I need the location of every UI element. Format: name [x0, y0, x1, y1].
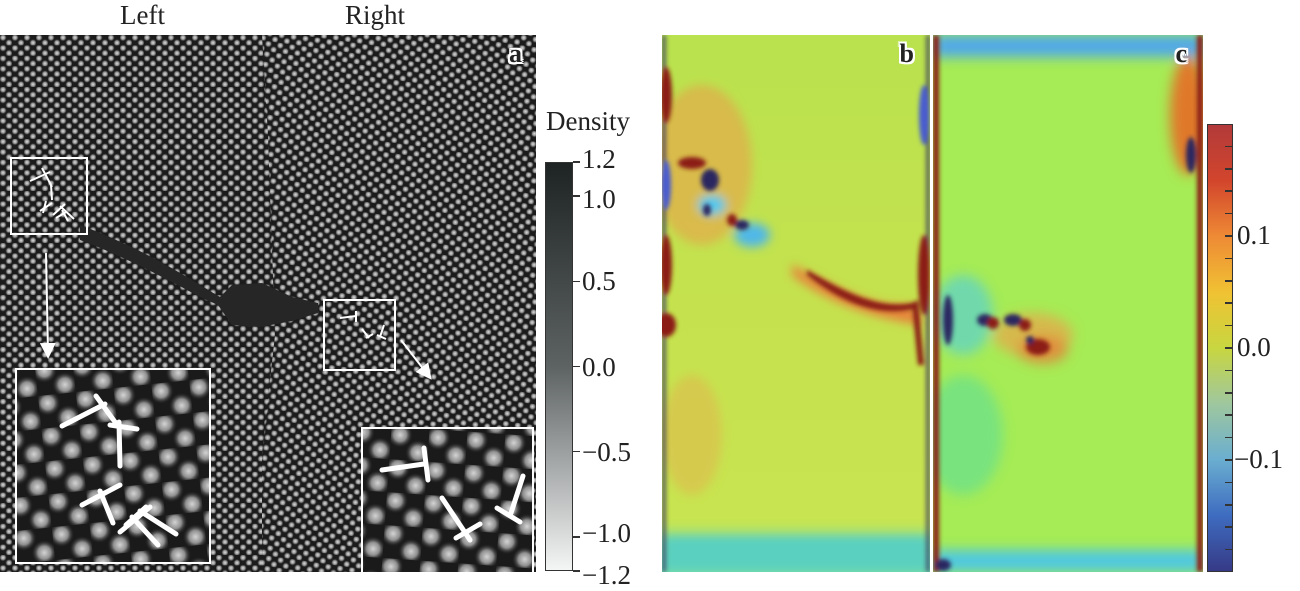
field-minor-tick	[1225, 504, 1233, 506]
density-tick-mark	[573, 280, 580, 283]
density-tick-label: −1.2	[582, 560, 631, 590]
field-colorbar-ticks: 0.1 0.0 −0.1	[1225, 124, 1300, 572]
field-minor-tick	[1225, 168, 1233, 170]
field-minor-tick	[1225, 481, 1233, 484]
density-tick-mark	[573, 195, 580, 197]
field-tick-label: 0.1	[1237, 220, 1271, 250]
field-c-image	[933, 35, 1203, 572]
field-minor-tick	[1225, 392, 1233, 394]
density-tick-label: 1.0	[582, 184, 616, 215]
field-minor-tick	[1225, 369, 1233, 372]
field-tick-label: −0.1	[1234, 444, 1283, 474]
density-tick-mark	[573, 570, 580, 572]
column-label-left: Left	[120, 0, 165, 30]
density-tick-label: 0.5	[582, 266, 616, 297]
panel-label-a: a	[509, 39, 522, 68]
field-minor-tick	[1225, 347, 1233, 349]
density-colorbar-title: Density	[546, 106, 630, 136]
field-tick-label: 0.0	[1237, 332, 1271, 362]
column-label-right: Right	[345, 0, 406, 30]
panel-a-density-field: a	[0, 35, 536, 572]
field-minor-tick	[1225, 548, 1233, 551]
small-dislocations-left	[29, 167, 75, 222]
panel-label-c: c	[1175, 39, 1187, 68]
density-tick-mark	[573, 450, 580, 453]
arrow-right-inset	[400, 339, 432, 380]
field-minor-tick	[1225, 526, 1233, 528]
field-minor-tick	[1225, 212, 1233, 215]
right-inset	[361, 427, 534, 572]
density-tick-label: 0.0	[582, 351, 616, 382]
field-minor-tick	[1225, 145, 1233, 148]
field-minor-tick	[1225, 257, 1233, 260]
density-tick-mark	[573, 536, 580, 538]
right-selection-box	[323, 299, 396, 371]
field-minor-tick	[1225, 459, 1233, 461]
density-tick-label: −0.5	[582, 436, 631, 467]
density-colorbar-ticks: 1.2 1.0 0.5 0.0 −0.5 −1.0 −1.2	[573, 146, 653, 589]
field-minor-tick	[1225, 302, 1233, 304]
left-inset	[15, 368, 211, 564]
field-minor-tick	[1225, 190, 1233, 192]
field-minor-tick	[1225, 414, 1233, 416]
panel-label-b: b	[899, 39, 914, 68]
left-selection-box	[10, 157, 88, 235]
field-minor-tick	[1225, 235, 1233, 237]
density-field-image	[0, 35, 536, 572]
field-minor-tick	[1225, 436, 1233, 439]
field-minor-tick	[1225, 324, 1233, 327]
density-tick-mark	[573, 161, 580, 163]
panel-separator	[930, 35, 933, 572]
field-b-image	[662, 35, 930, 572]
panel-b-field: b	[662, 35, 930, 572]
density-tick-label: 1.2	[582, 144, 616, 174]
density-tick-mark	[573, 365, 580, 368]
crack-region	[80, 225, 318, 327]
small-dislocations-right	[339, 311, 387, 340]
density-colorbar	[545, 162, 573, 571]
panel-c-field: c	[933, 35, 1203, 572]
arrow-left-inset	[39, 252, 56, 359]
density-tick-label: −1.0	[582, 517, 631, 548]
field-minor-tick	[1225, 280, 1233, 282]
